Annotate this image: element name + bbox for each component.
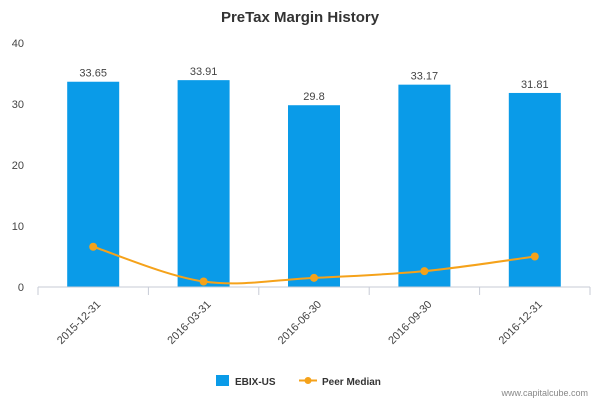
x-axis: 2015-12-31 2016-03-31 2016-06-30 2016-09-30… [37, 287, 591, 347]
peer-point-2016-03-31 [199, 277, 208, 286]
credit-text: www.capitalcube.com [500, 388, 588, 398]
bar-2016-03-31 [177, 80, 230, 287]
peer-point-2016-06-30 [310, 273, 318, 282]
bar-2016-06-30 [288, 105, 340, 287]
x-tick-label: 2016-06-30 [276, 299, 324, 347]
bar-data-labels: 33.65 33.91 29.8 33.17 31.81 [79, 66, 548, 103]
legend: EBIX-US Peer Median [216, 375, 381, 388]
bar-value-label: 33.17 [411, 71, 439, 83]
peer-median-points [89, 242, 539, 286]
bar-2016-09-30 [398, 84, 451, 288]
x-tick-label: 2016-12-31 [497, 299, 545, 347]
bar-2015-12-31 [67, 81, 120, 287]
bar-value-label: 29.8 [303, 91, 324, 103]
x-tick-label: 2015-12-31 [55, 299, 103, 347]
legend-ebix-swatch [216, 375, 229, 386]
legend-ebix-label: EBIX-US [235, 377, 276, 388]
x-tick-label: 2016-03-31 [165, 299, 213, 347]
y-tick-label: 10 [12, 221, 24, 233]
legend-peer-marker [304, 377, 312, 384]
chart-title: PreTax Margin History [221, 9, 380, 26]
x-tick-label: 2016-09-30 [386, 299, 434, 347]
peer-point-2016-09-30 [420, 267, 429, 276]
legend-peer-label: Peer Median [322, 377, 381, 388]
y-tick-label: 0 [18, 282, 24, 294]
peer-point-2016-12-31 [530, 252, 539, 261]
bar-value-label: 33.65 [79, 68, 107, 80]
y-axis: 0 10 20 30 40 [12, 38, 24, 294]
bar-value-label: 31.81 [521, 79, 549, 91]
bar-value-label: 33.91 [190, 66, 218, 78]
peer-point-2015-12-31 [89, 242, 98, 251]
y-tick-label: 30 [12, 99, 24, 111]
bar-series [67, 80, 561, 288]
y-tick-label: 20 [12, 160, 24, 172]
y-tick-label: 40 [12, 38, 24, 50]
